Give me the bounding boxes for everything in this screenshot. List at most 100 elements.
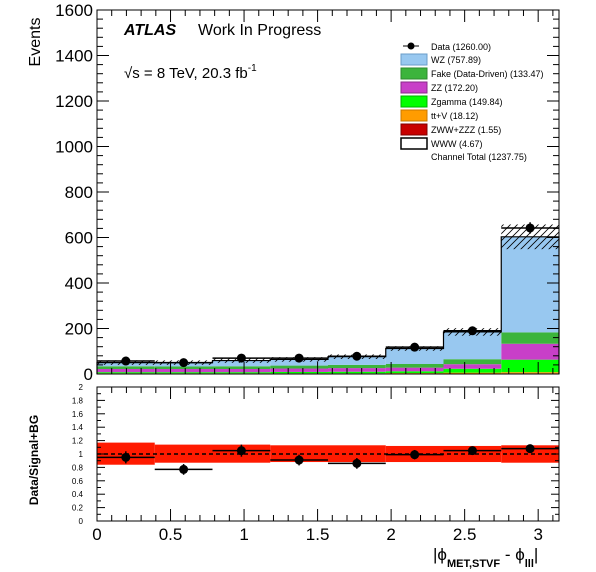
bar-series1-bin6 [444,373,502,374]
ratio-point-4 [352,459,361,468]
ratio-y-axis-label: Data/Signal+BG [27,415,41,505]
ratio-y-tick-label: 0.6 [72,477,84,486]
bar-series5-bin6 [444,332,502,359]
ratio-point-3 [295,456,304,465]
ratio-y-tick-label: 0.4 [72,490,84,499]
ratio-y-tick-label: 0.8 [72,463,84,472]
data-point-0 [121,357,130,366]
bar-series2-bin0 [97,372,155,373]
ratio-x-tick-label: 3 [533,525,542,544]
legend-label-ttv: tt+V (18.12) [431,111,478,121]
upper-y-axis: 0 200 400 600 800 1000 1200 1400 1600 [55,1,559,384]
legend-label-www: WWW (4.67) [431,139,483,149]
upper-y-tick-label: 200 [65,320,93,339]
ratio-point-2 [237,446,246,455]
atlas-label: ATLAS [123,22,176,39]
xlabel-sub-lll: lll [525,558,534,570]
upper-y-tick-label: 600 [65,229,93,248]
ratio-x-axis-label: |ϕMET,STVF - ϕlll| [433,545,538,570]
xlabel-phi2: - ϕ [500,545,525,564]
legend-swatch-zz [401,82,427,93]
legend-swatch-wz [401,54,427,65]
bar-series2-bin4 [328,372,386,374]
legend-swatch-zgamma [401,96,427,107]
energy-lumi-label: √s = 8 TeV, 20.3 fb-1 [124,63,257,82]
legend: Data (1260.00) WZ (757.89) Fake (Data-Dr… [401,42,544,162]
bar-series2-bin7 [501,360,559,373]
xlabel-close: | [534,545,538,564]
bar-series4-bin5 [386,364,444,368]
bar-series3-bin1 [155,369,213,372]
lumi-exponent: -1 [248,63,257,74]
upper-y-tick-label: 1600 [55,1,93,20]
stacked-histogram [97,237,559,374]
bar-series2-bin1 [155,372,213,373]
bar-series3-bin3 [270,369,328,372]
legend-label-zgamma: Zgamma (149.84) [431,97,503,107]
ratio-x-tick-label: 2.5 [453,525,477,544]
data-point-3 [295,354,304,363]
bar-series4-bin0 [97,366,155,369]
ratio-point-1 [179,465,188,474]
legend-label-zwwzzz: ZWW+ZZZ (1.55) [431,125,501,135]
legend-swatch-ttv [401,110,427,121]
ratio-y-tick-label: 0 [79,517,84,526]
ratio-point-0 [121,453,130,462]
status-label: Work In Progress [198,22,321,39]
data-point-7 [526,223,535,232]
bar-series2-bin3 [270,372,328,373]
ratio-y-tick-label: 1.2 [72,437,84,446]
upper-y-tick-label: 1000 [55,138,93,157]
upper-pad: 0 200 400 600 800 1000 1200 1400 1600 Events ATL… [27,1,559,384]
ratio-x-tick-label: 2 [386,525,395,544]
data-point-4 [352,352,361,361]
ratio-point-6 [468,446,477,455]
legend-label-total: Channel Total (1237.75) [431,152,527,162]
legend-label-zz: ZZ (172.20) [431,83,478,93]
legend-label-wz: WZ (757.89) [431,55,481,65]
bar-series4-bin2 [213,366,271,369]
upper-y-tick-label: 800 [65,183,93,202]
bar-series4-bin3 [270,366,328,369]
ratio-y-tick-label: 1.8 [72,396,84,405]
bar-series5-bin7 [501,237,559,333]
bar-series4-bin7 [501,332,559,343]
legend-swatch-www [401,138,427,149]
legend-label-data: Data (1260.00) [431,42,491,52]
data-point-6 [468,326,477,335]
bar-series4-bin4 [328,365,386,368]
ratio-point-5 [410,450,419,459]
upper-y-tick-label: 1200 [55,92,93,111]
ratio-x-tick-label: 0.5 [159,525,183,544]
upper-y-tick-label: 1400 [55,47,93,66]
ratio-x-tick-label: 0 [92,525,101,544]
legend-swatch-zwwzzz [401,124,427,135]
legend-swatch-fake [401,68,427,79]
bar-series3-bin6 [444,364,502,369]
bar-series2-bin2 [213,372,271,373]
ratio-y-tick-label: 2 [79,383,84,392]
bar-series3-bin7 [501,344,559,360]
bar-series3-bin0 [97,369,155,372]
xlabel-sub-met: MET,STVF [447,558,500,570]
bar-series1-bin7 [501,372,559,373]
upper-y-tick-label: 400 [65,274,93,293]
data-point-1 [179,358,188,367]
ratio-x-tick-label: 1 [239,525,248,544]
legend-label-fake: Fake (Data-Driven) (133.47) [431,69,544,79]
xlabel-phi1: |ϕ [433,545,447,564]
ratio-x-tick-label: 1.5 [306,525,330,544]
ratio-y-tick-label: 0.2 [72,504,84,513]
bar-series2-bin6 [444,369,502,373]
ratio-y-tick-label: 1.4 [72,423,84,432]
bar-series4-bin6 [444,359,502,364]
upper-y-axis-label: Events [27,18,44,67]
ratio-y-tick-label: 1 [79,450,84,459]
ratio-x-axis: 0 0.5 1 1.5 2 2.5 3 [92,387,553,544]
bar-series3-bin2 [213,369,271,372]
ratio-pad: 0 0.2 0.4 0.6 0.8 1 1.2 1.4 1.6 1.8 2 0 0.5 1 1.5 2 2.5… [27,383,559,570]
data-point-2 [237,354,246,363]
upper-y-tick-label: 0 [84,365,93,384]
ratio-y-tick-label: 1.6 [72,410,84,419]
